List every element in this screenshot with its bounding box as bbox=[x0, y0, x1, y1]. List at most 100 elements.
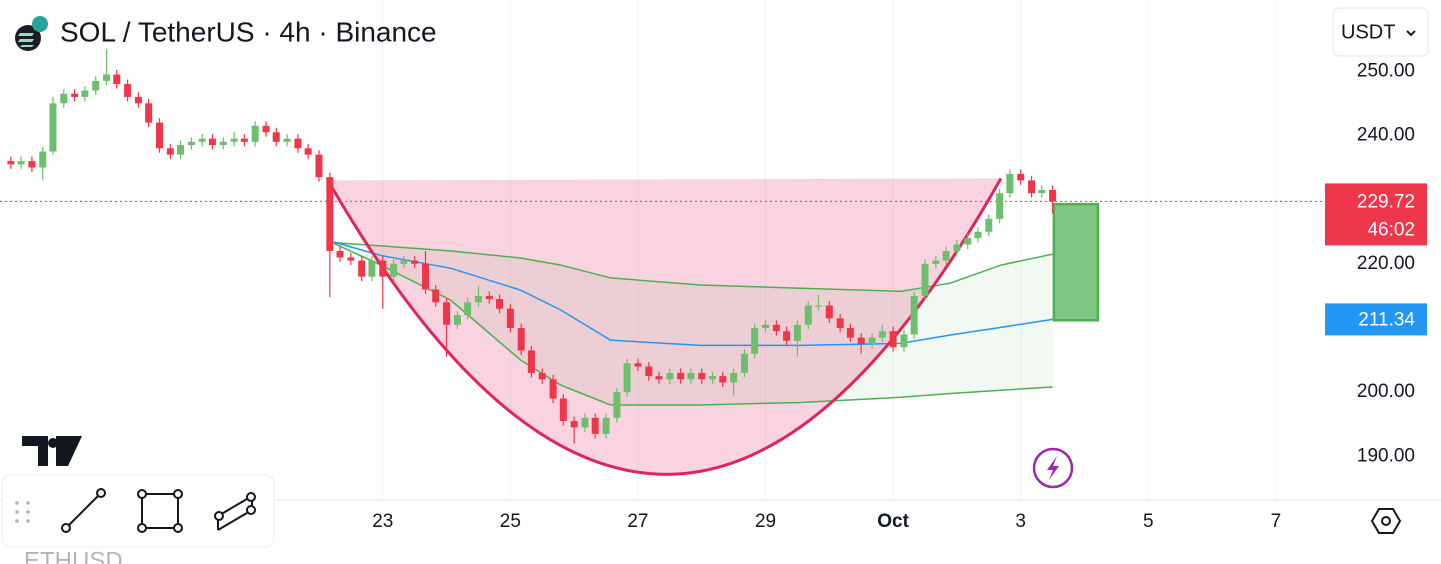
channel-tool[interactable] bbox=[214, 492, 256, 531]
candle-body bbox=[857, 337, 865, 345]
target-box bbox=[1052, 202, 1100, 322]
candle-body bbox=[538, 372, 546, 380]
candle-body bbox=[996, 193, 1004, 219]
candle-body bbox=[347, 257, 355, 261]
last-price-label: 229.72 bbox=[1357, 191, 1415, 212]
candle-body bbox=[422, 263, 430, 290]
candle-body bbox=[846, 327, 854, 338]
candle-body bbox=[868, 337, 876, 345]
candle-body bbox=[730, 372, 738, 383]
candle-body bbox=[60, 93, 68, 104]
trendline-tool[interactable] bbox=[61, 488, 106, 533]
candle-body bbox=[411, 260, 419, 264]
y-tick-label: 240.00 bbox=[1357, 124, 1415, 145]
candle-body bbox=[921, 263, 929, 296]
candle-body bbox=[645, 366, 653, 377]
band-line bbox=[333, 241, 1053, 293]
candle-body bbox=[655, 376, 663, 380]
currency-label[interactable]: USDT bbox=[1341, 21, 1395, 43]
candle-body bbox=[1038, 189, 1046, 194]
candle-body bbox=[17, 161, 25, 165]
candle-body bbox=[772, 324, 780, 332]
basis-line bbox=[333, 241, 1053, 347]
candle-body bbox=[155, 122, 163, 149]
x-tick-label: 23 bbox=[372, 511, 393, 532]
candle-body bbox=[208, 138, 216, 146]
candle-body bbox=[379, 260, 387, 277]
band-fill bbox=[333, 242, 1053, 406]
y-tick-label: 220.00 bbox=[1357, 253, 1415, 274]
band-line bbox=[333, 242, 1053, 406]
candle-body bbox=[92, 80, 100, 91]
last-price-box bbox=[1325, 183, 1427, 246]
candle-body bbox=[1049, 189, 1057, 202]
candle-body bbox=[474, 295, 482, 303]
symbol-title: SOL / TetherUS · 4h · Binance bbox=[60, 16, 437, 47]
candle-body bbox=[49, 103, 57, 152]
candle-body bbox=[698, 372, 706, 380]
candle-body bbox=[187, 141, 195, 146]
candle-body bbox=[294, 138, 302, 149]
candle-body bbox=[81, 90, 89, 97]
y-tick-label: 190.00 bbox=[1357, 445, 1415, 466]
countdown-label: 46:02 bbox=[1367, 219, 1415, 240]
candle-body bbox=[496, 299, 504, 309]
candle-body bbox=[570, 421, 578, 428]
candle-body bbox=[368, 260, 376, 277]
candle-body bbox=[166, 148, 174, 155]
candle-body bbox=[783, 331, 791, 341]
basis-price-label: 211.34 bbox=[1358, 309, 1415, 330]
candle-body bbox=[28, 161, 36, 168]
candle-body bbox=[591, 417, 599, 434]
x-tick-label: 25 bbox=[500, 511, 521, 532]
currency-button[interactable] bbox=[1332, 7, 1429, 57]
candle-body bbox=[7, 161, 15, 165]
x-tick-label: Oct bbox=[877, 511, 909, 532]
logo bbox=[15, 25, 41, 51]
drag-handle bbox=[15, 501, 30, 523]
candle-body bbox=[740, 353, 748, 373]
candle-body bbox=[942, 250, 950, 261]
candle-body bbox=[793, 324, 801, 341]
candle-body bbox=[985, 218, 993, 232]
candle-body bbox=[517, 327, 525, 351]
x-tick-label: 27 bbox=[627, 511, 648, 532]
candle-body bbox=[613, 392, 621, 418]
candle-body bbox=[272, 132, 280, 142]
candle-body bbox=[464, 302, 472, 316]
lightning-icon bbox=[1047, 456, 1059, 480]
candle-body bbox=[623, 363, 631, 393]
drawing-toolbar bbox=[1, 474, 275, 548]
candle-body bbox=[602, 417, 610, 434]
footer-symbol: ETHUSD bbox=[24, 547, 123, 564]
y-tick-label: 200.00 bbox=[1357, 381, 1415, 402]
candle-body bbox=[230, 138, 238, 142]
candle-body bbox=[666, 372, 674, 380]
candle-body bbox=[134, 96, 142, 104]
logo-mark bbox=[18, 33, 34, 47]
candle-body bbox=[687, 372, 695, 380]
candle-body bbox=[751, 327, 759, 354]
candle-body bbox=[836, 318, 844, 328]
x-tick-label: 7 bbox=[1271, 511, 1282, 532]
candle-body bbox=[145, 103, 153, 123]
candle-body bbox=[878, 331, 886, 338]
candle-body bbox=[358, 260, 366, 277]
basis-price-box bbox=[1325, 303, 1427, 336]
candle-body bbox=[889, 331, 897, 348]
candle-body bbox=[390, 263, 398, 277]
candle-body bbox=[113, 74, 121, 85]
candle-body bbox=[251, 125, 259, 142]
candle-body bbox=[634, 363, 642, 367]
rectangle-tool[interactable] bbox=[137, 489, 183, 533]
candle-body bbox=[262, 125, 270, 133]
candle-body bbox=[198, 138, 206, 142]
candle-body bbox=[527, 350, 535, 373]
settings-button[interactable] bbox=[1370, 508, 1402, 534]
candle-body bbox=[910, 295, 918, 335]
settings-icon bbox=[1381, 516, 1391, 526]
candle-body bbox=[336, 250, 344, 258]
candle-body bbox=[71, 93, 79, 97]
